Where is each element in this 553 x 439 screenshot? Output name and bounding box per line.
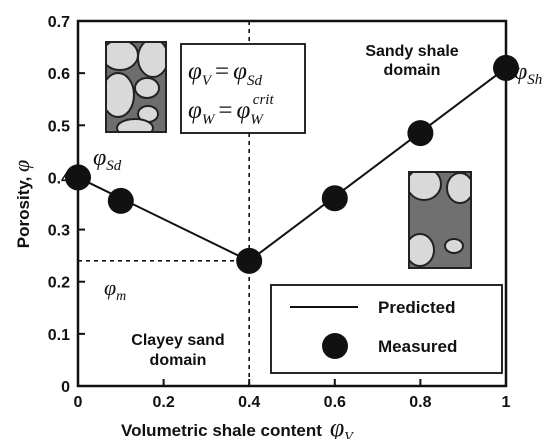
x-tick-label: 0.6 [324,394,346,411]
y-axis-title: Porosity, φ [9,160,34,248]
y-tick-label: 0.7 [48,14,70,31]
y-tick-label: 0.3 [48,223,70,240]
legend-measured-label: Measured [378,337,457,356]
sandy-shale-label-line1: Sandy shale [365,43,458,60]
clayey-sand-label-line1: Clayey sand [131,332,224,349]
x-tick-label: 0 [74,394,83,411]
x-tick-label: 0.2 [152,394,174,411]
measured-point [407,120,434,147]
equation-box [180,43,306,134]
equation-volume: φV = φSd [188,58,262,89]
y-axis-ticks: 0 0.1 0.2 0.3 0.4 0.5 0.6 0.7 [48,14,85,396]
y-tick-label: 0.4 [48,170,70,187]
measured-point [321,185,348,212]
measured-series-markers [65,54,519,274]
y-tick-label: 0 [61,379,70,396]
sandy-shale-label-line2: domain [384,62,441,79]
x-tick-label: 0.4 [238,394,260,411]
phi-sh-label: φSh [514,59,542,88]
phi-m-label: φm [104,275,126,304]
y-tick-label: 0.1 [48,327,70,344]
shale-grain-packing-icon [408,171,472,269]
sand-grain-packing-icon [105,41,167,133]
x-axis-title: Volumetric shale content φV [121,413,354,439]
legend-box [270,284,503,374]
x-axis-ticks: 0 0.2 0.4 0.6 0.8 1 [74,379,511,411]
x-tick-label: 0.8 [409,394,431,411]
legend-measured-swatch [322,333,348,359]
measured-point [65,164,91,191]
y-tick-label: 0.6 [48,66,70,83]
plot-frame [76,19,508,388]
y-tick-label: 0.2 [48,275,70,292]
legend: Predicted Measured [270,284,503,374]
y-tick-label: 0.5 [48,118,70,135]
legend-predicted-label: Predicted [378,298,455,317]
measured-point [236,247,263,274]
phi-sd-label: φSd [93,145,122,174]
measured-point [493,54,519,81]
equation-critical: φW = φWcrit [188,92,274,128]
x-tick-label: 1 [502,394,511,411]
clayey-sand-label-line2: domain [150,352,207,369]
measured-point [107,187,134,214]
